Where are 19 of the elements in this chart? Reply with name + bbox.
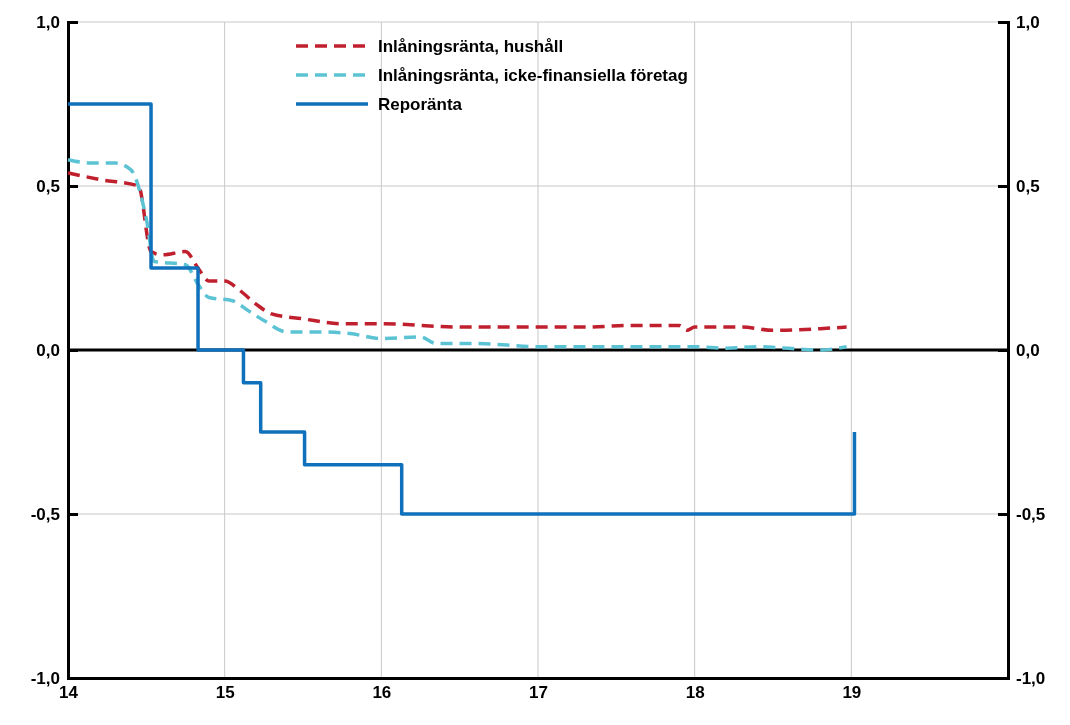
y-tick-label: -1,0 xyxy=(30,668,60,688)
legend-label: Inlåningsränta, hushåll xyxy=(378,37,564,56)
y2-tick-label: 0,0 xyxy=(1016,340,1040,360)
x-tick-label: 18 xyxy=(685,683,705,703)
y-tick-label: 0,0 xyxy=(36,340,60,360)
y2-tick-label: 1,0 xyxy=(1016,12,1040,32)
x-tick-label: 19 xyxy=(842,683,862,703)
y2-tick-label: -0,5 xyxy=(1016,504,1046,524)
x-tick-label: 16 xyxy=(372,683,392,703)
y2-tick-label: 0,5 xyxy=(1016,176,1040,196)
y-tick-label: -0,5 xyxy=(30,504,60,524)
legend-label: Inlåningsränta, icke-finansiella företag xyxy=(378,66,688,85)
x-tick-label: 15 xyxy=(215,683,235,703)
x-tick-label: 17 xyxy=(529,683,548,703)
y2-tick-label: -1,0 xyxy=(1016,668,1046,688)
legend-label: Reporänta xyxy=(378,95,463,114)
y-tick-label: 1,0 xyxy=(36,12,60,32)
x-tick-label: 14 xyxy=(59,683,79,703)
y-tick-label: 0,5 xyxy=(36,176,60,196)
